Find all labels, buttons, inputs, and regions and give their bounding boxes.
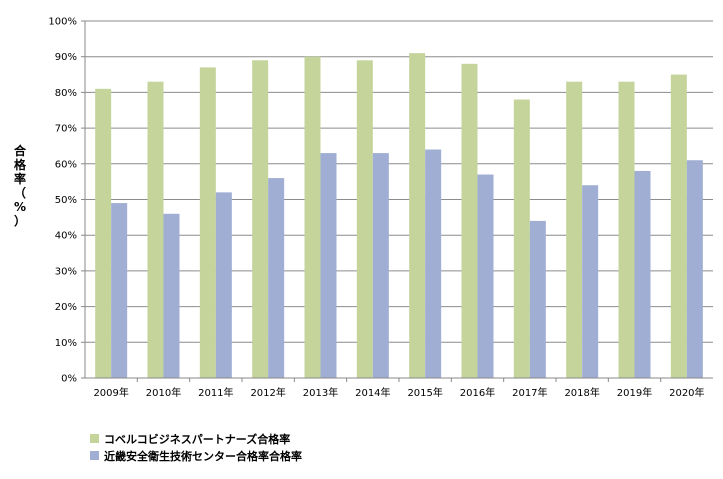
- y-tick-label-8: 80%: [55, 88, 77, 99]
- y-axis-label-char-2: 率: [14, 171, 26, 186]
- y-axis-label-char-4: %: [14, 200, 26, 214]
- bar-series-2-2009年: [111, 203, 128, 378]
- y-tick-label-2: 20%: [55, 302, 77, 313]
- x-tick-label-2019年: 2019年: [617, 386, 652, 399]
- x-tick-label-2015年: 2015年: [407, 386, 442, 399]
- bar-series-1-2018年: [566, 81, 583, 378]
- legend-swatch-series-2: [90, 451, 99, 460]
- legend-item-series-1: コベルコビジネスパートナーズ合格率: [90, 430, 302, 447]
- x-tick-label-2010年: 2010年: [146, 386, 181, 399]
- bar-series-2-2019年: [634, 170, 651, 378]
- x-tick-label-2016年: 2016年: [460, 386, 495, 399]
- y-axis-label-char-1: 格: [14, 157, 27, 172]
- bar-series-1-2013年: [304, 56, 321, 378]
- x-tick-label-2014年: 2014年: [355, 386, 390, 399]
- y-tick-label-9: 90%: [55, 52, 77, 63]
- bar-series-1-2010年: [147, 81, 164, 378]
- bar-series-2-2013年: [320, 153, 337, 378]
- y-tick-label-4: 40%: [55, 231, 77, 242]
- bar-series-1-2019年: [618, 81, 635, 378]
- y-axis-label-char-0: 合: [14, 143, 27, 158]
- bar-series-2-2012年: [268, 178, 285, 378]
- y-tick-label-7: 70%: [55, 124, 77, 135]
- y-tick-label-10: 100%: [48, 17, 77, 28]
- bars: [95, 53, 703, 379]
- y-axis-label-char-5: ）: [14, 213, 26, 228]
- y-axis-label: 合格率（%）: [14, 143, 27, 228]
- grid-lines: [85, 20, 713, 379]
- legend-label-series-1: コベルコビジネスパートナーズ合格率: [104, 432, 291, 446]
- y-tick-label-3: 30%: [55, 266, 77, 277]
- bar-series-2-2018年: [582, 185, 599, 378]
- y-tick-label-5: 50%: [55, 195, 77, 206]
- y-tick-label-0: 0%: [61, 374, 77, 385]
- legend-swatch-series-1: [90, 434, 99, 443]
- legend: コベルコビジネスパートナーズ合格率 近畿安全衛生技術センター合格率合格率: [90, 430, 302, 464]
- y-tick-label-6: 60%: [55, 159, 77, 170]
- x-tick-label-2009年: 2009年: [93, 386, 128, 399]
- bar-series-1-2017年: [513, 99, 530, 378]
- x-axis-ticks: 2009年 2010年 2011年 2012年 2013年 2014年 2015年 2016年…: [93, 378, 705, 399]
- bar-series-2-2015年: [425, 149, 442, 378]
- bar-series-1-2016年: [461, 63, 478, 379]
- bar-series-2-2014年: [372, 153, 389, 378]
- bar-series-2-2016年: [477, 174, 494, 378]
- bar-series-1-2011年: [199, 67, 216, 378]
- x-tick-label-2017年: 2017年: [512, 386, 547, 399]
- x-tick-label-2020年: 2020年: [669, 386, 704, 399]
- y-axis-label-char-3: （: [14, 185, 26, 200]
- bar-series-1-2014年: [356, 60, 373, 379]
- x-tick-label-2011年: 2011年: [198, 386, 233, 399]
- bar-series-1-2012年: [252, 60, 269, 379]
- y-axis-ticks: 0% 10% 20% 30% 40% 50% 60% 70% 80% 90% 100%: [48, 17, 85, 385]
- bar-series-2-2017年: [529, 220, 546, 378]
- legend-item-series-2: 近畿安全衛生技術センター合格率合格率: [90, 447, 302, 464]
- x-tick-label-2018年: 2018年: [564, 386, 599, 399]
- bar-series-2-2011年: [215, 192, 232, 378]
- bar-series-1-2009年: [95, 88, 112, 378]
- y-tick-label-1: 10%: [55, 338, 77, 349]
- bar-series-2-2020年: [686, 160, 703, 378]
- bar-series-1-2015年: [409, 53, 426, 378]
- bar-series-1-2020年: [670, 74, 687, 379]
- legend-label-series-2: 近畿安全衛生技術センター合格率合格率: [104, 449, 302, 463]
- x-tick-label-2012年: 2012年: [250, 386, 285, 399]
- bar-series-2-2010年: [163, 213, 180, 378]
- x-tick-label-2013年: 2013年: [303, 386, 338, 399]
